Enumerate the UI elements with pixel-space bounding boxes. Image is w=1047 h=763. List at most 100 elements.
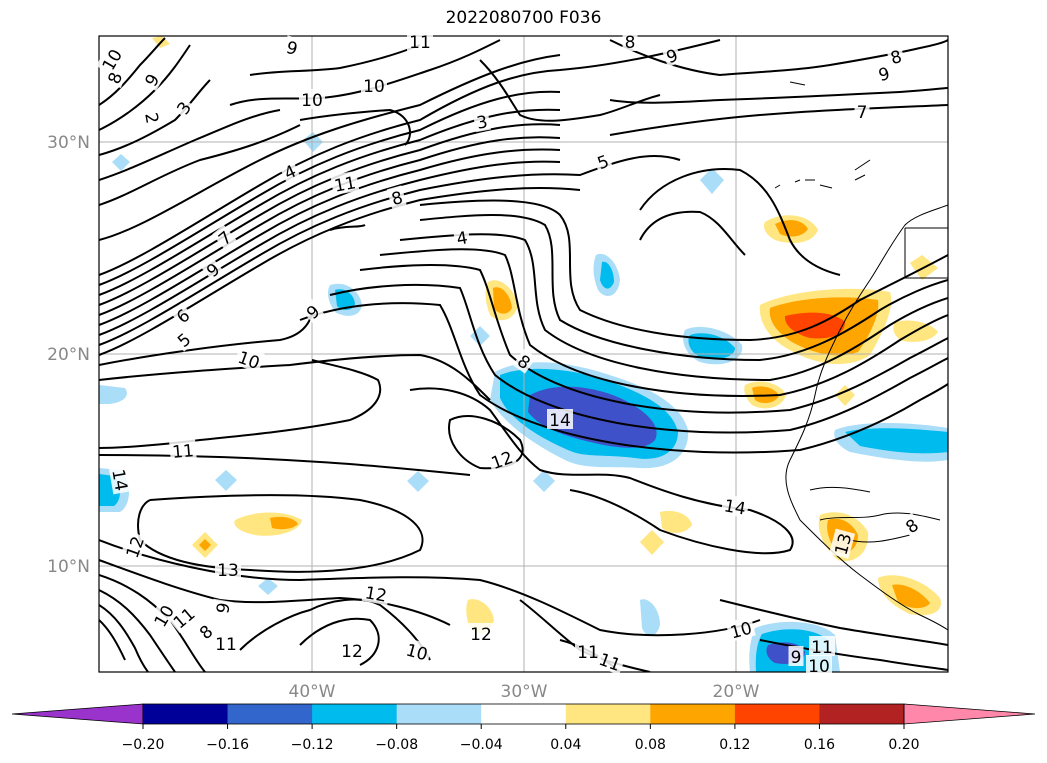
negative-anomaly-spot [845,428,948,454]
contour-label-halo [899,512,924,538]
contour-label-halo [210,598,234,617]
negative-anomaly-spot [99,385,127,404]
colorbar-extend-left [11,703,144,725]
contour-label: 9 [213,601,235,615]
contour-label: 11 [577,643,599,663]
contour-label: 12 [470,625,492,645]
colorbar-tick-label: 0.04 [550,737,581,753]
colorbar-segment [143,704,229,724]
contour-label-halo [829,528,856,559]
contour-label-halo [452,225,471,249]
contour-label-halo [407,31,433,51]
negative-anomaly-spot [215,470,237,491]
contour-label-halo [170,302,195,328]
positive-anomaly-spot [199,539,211,551]
colorbar-tick-label: −0.12 [291,737,334,753]
lon-label: 40°W [289,682,336,702]
contour-label-halo [200,256,225,282]
contour-label-halo [138,68,164,91]
contour-label: 9 [284,38,300,60]
colorbar-tick-label: −0.04 [460,737,503,753]
colorbar-tick-label: 0.16 [804,737,835,753]
lat-label: 20°N [47,345,90,365]
negative-anomaly-spot [407,471,429,492]
contour-label-halo [575,641,601,661]
contour-label: 13 [217,561,239,581]
colorbar: −0.20 −0.16 −0.12 −0.08 −0.04 0.04 0.08 0.12 0.1… [11,703,1036,753]
contour-label: 10 [301,91,323,111]
colorbar-tick-label: −0.08 [375,737,418,753]
contour-label-halo [169,438,197,462]
map-frame [98,35,949,673]
negative-anomaly-spot [600,261,614,289]
lon-label: 30°W [501,682,548,702]
contour-label-halo [300,298,325,324]
contour-label-halo [193,618,218,644]
contour-label-halo [95,43,127,76]
contour-label: 11 [171,441,194,463]
contour-label: 8 [625,33,636,53]
negative-anomaly-spot [112,154,130,171]
contour-label: 11 [409,33,431,53]
contour-label-halo [108,465,134,495]
contour-label: 8 [389,188,405,210]
contour-label: 7 [857,103,868,123]
contour-label-halo [592,149,614,174]
colorbar-segment [734,704,820,724]
contour-label-halo [171,326,196,352]
lat-label: 30°N [47,133,90,153]
contour-label-halo [141,108,165,127]
contour-label-halo [512,348,537,374]
contour-label: 10 [808,657,830,677]
contour-label: 3 [475,112,489,134]
contour-label: 10 [363,77,385,97]
colorbar-segment [650,704,736,724]
contour-label-halo [361,580,391,606]
contour-label-halo [170,95,196,120]
colorbar-segment [819,704,905,724]
contour-label: 14 [722,496,747,519]
contour-label-halo [299,89,325,109]
contour-label-halo [147,599,179,632]
contour-label-halo [215,559,241,579]
colorbar-tick-label: 0.08 [635,737,666,753]
positive-anomaly-spot [270,516,298,530]
contour-label-halo [120,531,148,563]
contour-label-halo [402,638,433,665]
contour-label-halo [661,43,683,68]
contour-label-halo [854,101,870,121]
contour-label-halo [788,646,804,666]
colorbar-frame [142,703,905,725]
positive-anomaly-spot [640,530,664,555]
colorbar-tick-label: −0.20 [122,737,165,753]
map-title: 2022080700 F036 [445,8,602,28]
negative-anomaly-spot [258,578,278,595]
contour-label-halo [720,493,750,519]
colorbar-tick-label: 0.12 [719,737,750,753]
contour-label-halo [213,633,239,653]
contour-label-halo [547,409,573,429]
colorbar-segment [481,704,567,724]
coastline [774,81,948,631]
contour-label-halo [885,44,906,68]
contour-label-halo [622,31,638,51]
contour-label: 14 [107,468,130,493]
contour-label-halo [725,616,756,643]
lat-label: 10°N [47,557,90,577]
contour-label-halo [166,601,200,634]
negative-anomaly-spot [533,470,555,492]
contour-lines [99,37,948,672]
contour-label-halo [806,655,832,675]
contour-label: 2 [140,111,162,125]
contour-label: 11 [215,635,237,655]
negative-anomaly-spot [335,289,355,310]
colorbar-tick-label: −0.16 [206,737,249,753]
contour-label-halo [594,647,626,675]
positive-anomaly-spot [892,584,930,609]
contour-label-halo [361,75,387,95]
negative-anomaly-spot [700,168,724,194]
contour-label-halo [386,185,407,209]
contour-label-halo [809,636,835,656]
colorbar-segment [396,704,482,724]
